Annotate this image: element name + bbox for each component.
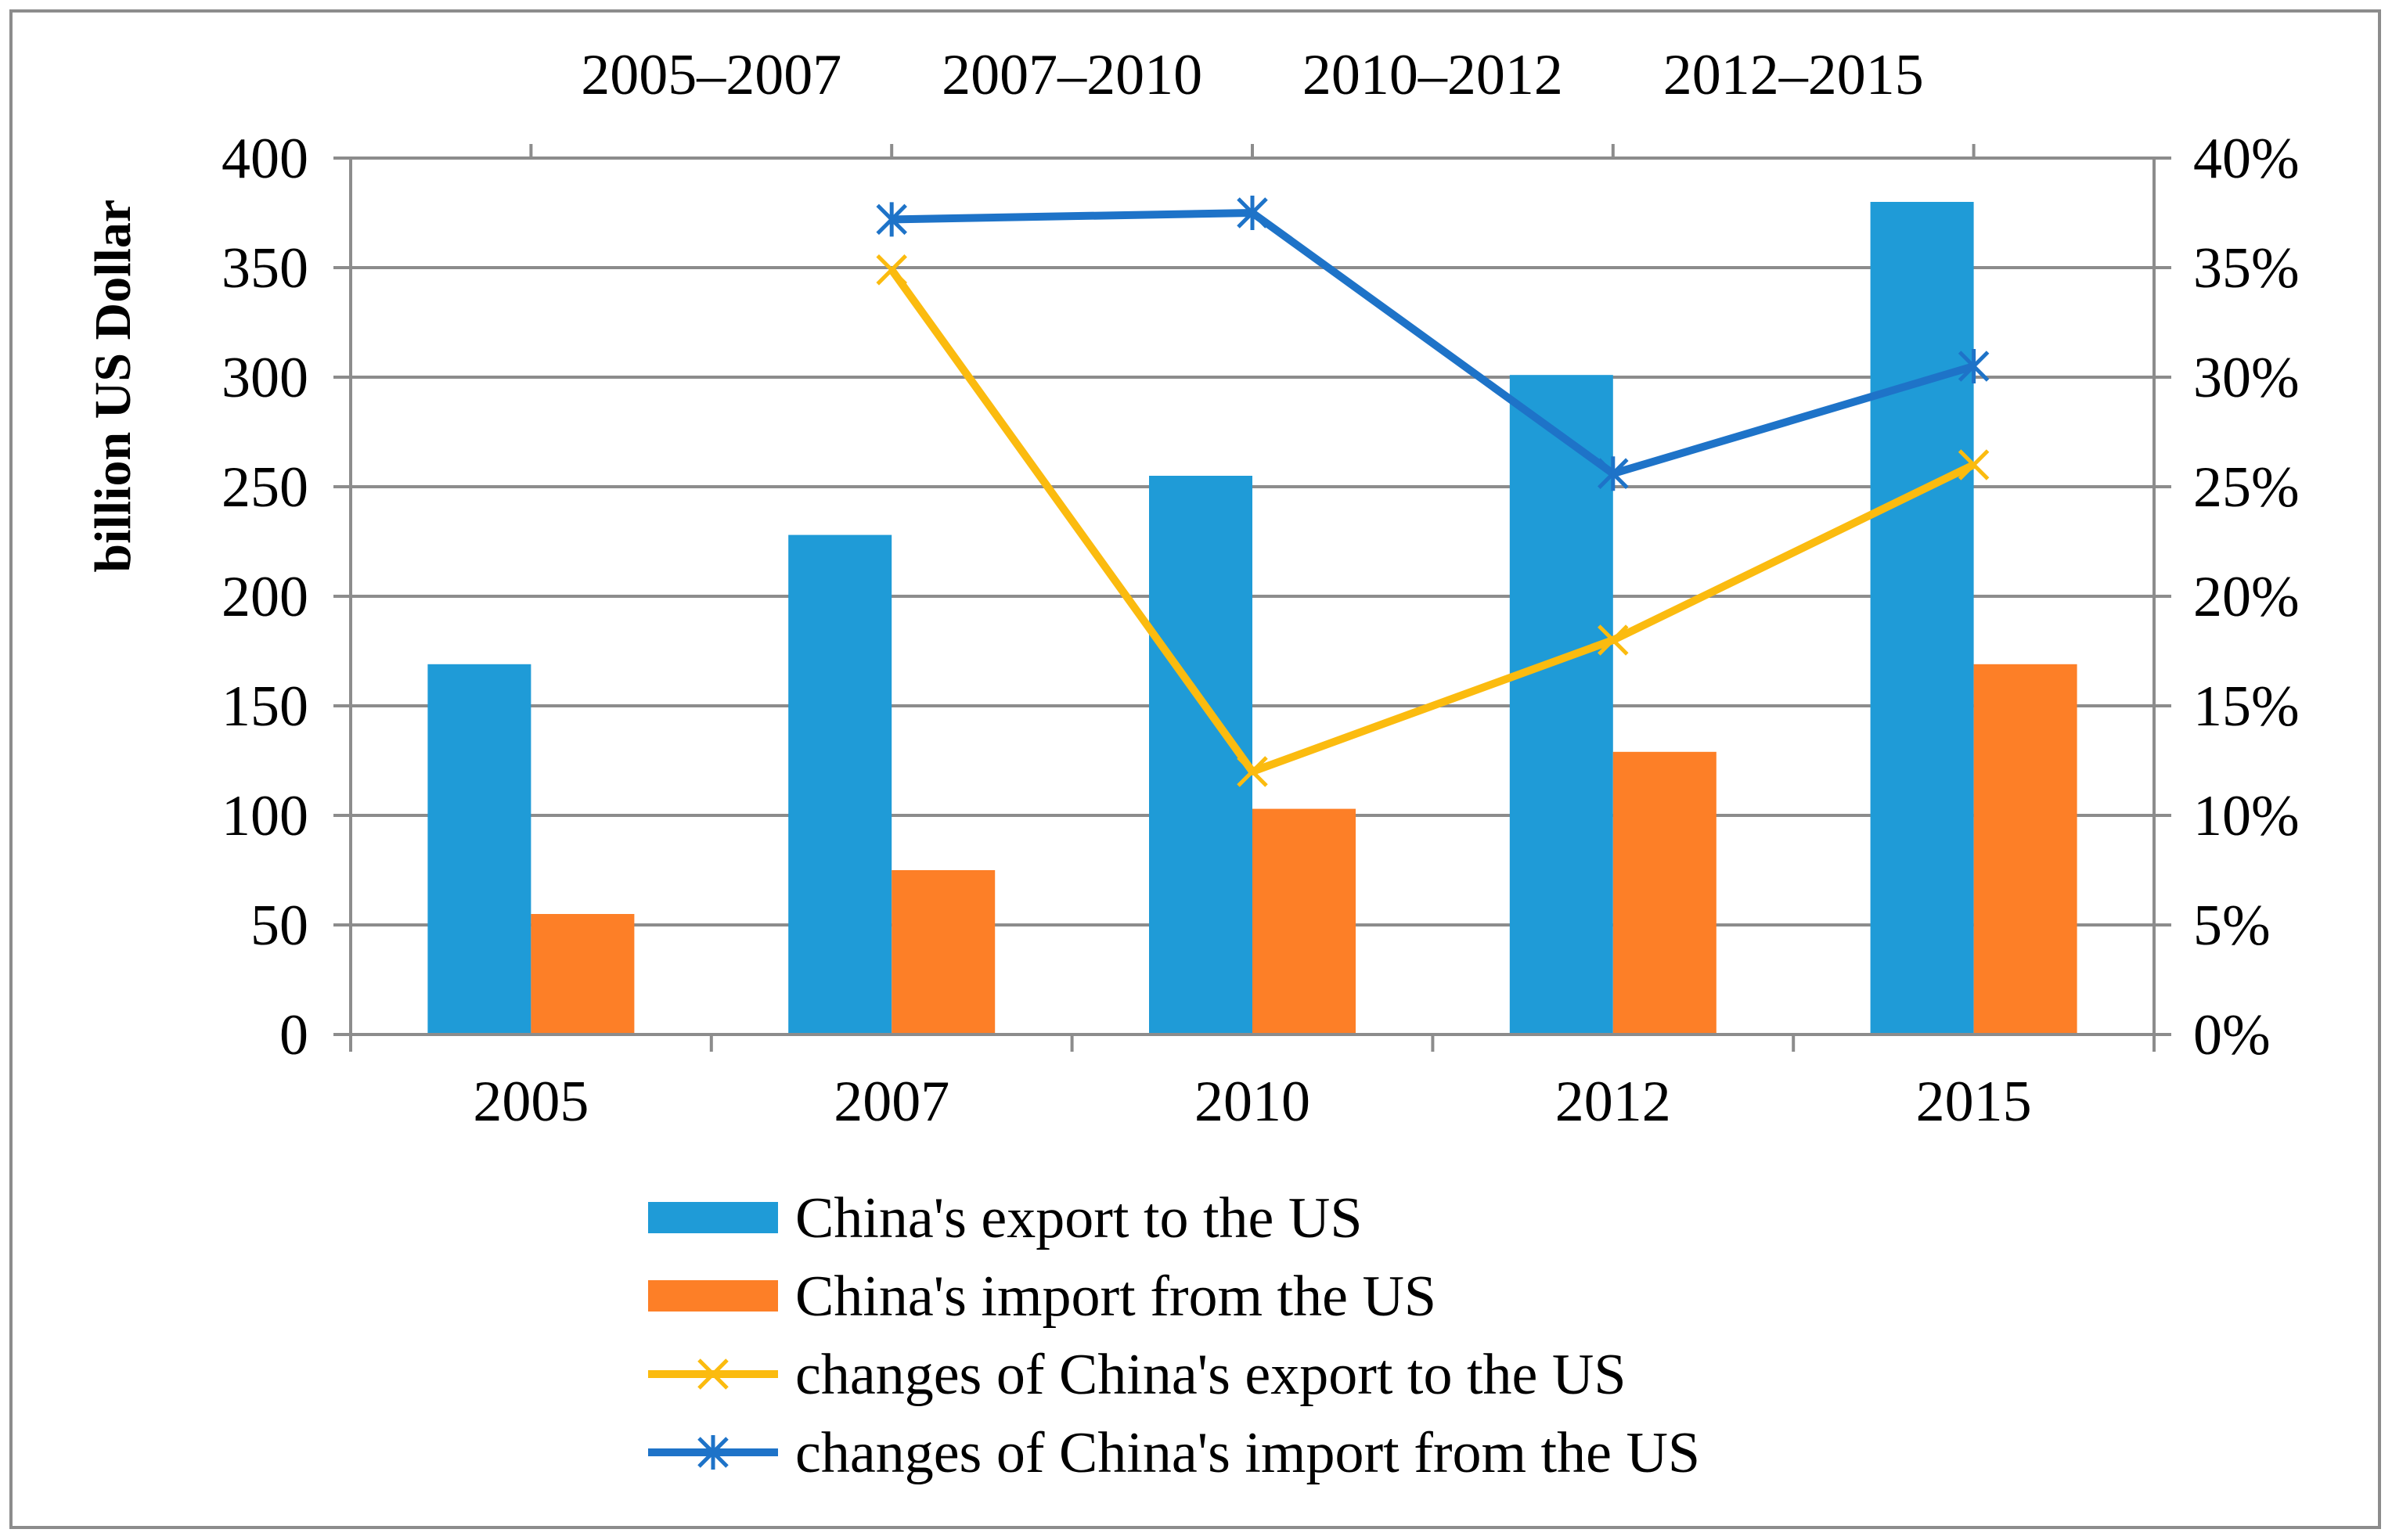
y2-tick-label: 20% [2193, 565, 2300, 629]
marker-stroke [697, 1358, 729, 1390]
x-tick-label: 2005 [473, 1070, 589, 1134]
y2-tick-label: 0% [2193, 1003, 2271, 1067]
bar-0-2007 [788, 534, 892, 1034]
bar-0-2012 [1509, 375, 1613, 1034]
y2-tick-label: 30% [2193, 346, 2300, 410]
lines [876, 196, 1990, 787]
point-3-2015 [1958, 349, 1990, 383]
legend-swatch-0 [648, 1202, 778, 1233]
legend-label-1: China's import from the US [795, 1265, 1436, 1329]
bar-1-2005 [531, 914, 635, 1034]
chart-container: 0 50 100 150 200 250 300 350 400 0% 5% 10% 15% 20% 25%… [9, 9, 2381, 1529]
legend-label-2: changes of China's export to the US [795, 1343, 1626, 1407]
top-tick-label: 2005–2007 [581, 43, 841, 107]
line-series-2 [888, 267, 1976, 775]
marker-stroke [1237, 756, 1268, 787]
y2-tick-label: 25% [2193, 455, 2300, 520]
legend-label-0: China's export to the US [795, 1186, 1363, 1250]
bar-1-2010 [1252, 808, 1356, 1034]
y2-tick-label: 40% [2193, 127, 2300, 191]
y-tick-label: 250 [222, 455, 308, 520]
top-tick-label: 2012–2015 [1663, 43, 1924, 107]
y2-tick-label: 5% [2193, 894, 2271, 958]
y2-tick-label: 35% [2193, 236, 2300, 300]
y-axis-title: billion US Dollar [85, 200, 142, 573]
line-series-3 [892, 209, 1976, 478]
y-tick-label: 100 [222, 784, 308, 848]
legend-marker-2 [697, 1358, 729, 1390]
legend-marker-3 [697, 1435, 729, 1470]
y-tick-label: 300 [222, 346, 308, 410]
y-tick-label: 150 [222, 675, 308, 739]
y2-tick-label: 10% [2193, 784, 2300, 848]
marker-stroke [876, 254, 907, 286]
bar-0-2015 [1870, 202, 1974, 1034]
x-tick-label: 2012 [1555, 1070, 1671, 1134]
marker-stroke [1598, 624, 1629, 656]
y-tick-label: 200 [222, 565, 308, 629]
marker-stroke [1958, 449, 1990, 480]
y2-tick-label: 15% [2193, 675, 2300, 739]
point-2-2010 [1237, 756, 1268, 787]
bar-1-2012 [1612, 751, 1717, 1034]
x-tick-label: 2007 [834, 1070, 949, 1134]
y-tick-label: 50 [250, 894, 308, 958]
point-2-2007 [876, 254, 907, 286]
legend-label-3: changes of China's import from the US [795, 1421, 1700, 1485]
point-2-2015 [1958, 449, 1990, 480]
legend: China's export to the US China's import f… [648, 1186, 1700, 1485]
point-3-2012 [1598, 456, 1629, 491]
axes [333, 144, 2171, 1052]
bar-0-2005 [427, 664, 531, 1034]
top-tick-label: 2007–2010 [942, 43, 1202, 107]
combo-chart: 0 50 100 150 200 250 300 350 400 0% 5% 10% 15% 20% 25%… [85, 43, 2300, 1485]
bars [427, 202, 2077, 1034]
point-3-2010 [1237, 196, 1268, 230]
x-tick-label: 2015 [1916, 1070, 2032, 1134]
bar-0-2010 [1149, 476, 1252, 1034]
y-tick-label: 0 [279, 1003, 308, 1067]
point-2-2012 [1598, 624, 1629, 656]
x-tick-label: 2010 [1194, 1070, 1310, 1134]
legend-swatch-1 [648, 1280, 778, 1312]
top-tick-label: 2010–2012 [1302, 43, 1563, 107]
y-tick-label: 400 [222, 127, 308, 191]
bar-1-2007 [892, 870, 996, 1034]
point-3-2007 [876, 202, 907, 237]
bar-1-2015 [1973, 664, 2077, 1034]
axis-labels: 0 50 100 150 200 250 300 350 400 0% 5% 10% 15% 20% 25%… [85, 43, 2300, 1134]
y-tick-label: 350 [222, 236, 308, 300]
